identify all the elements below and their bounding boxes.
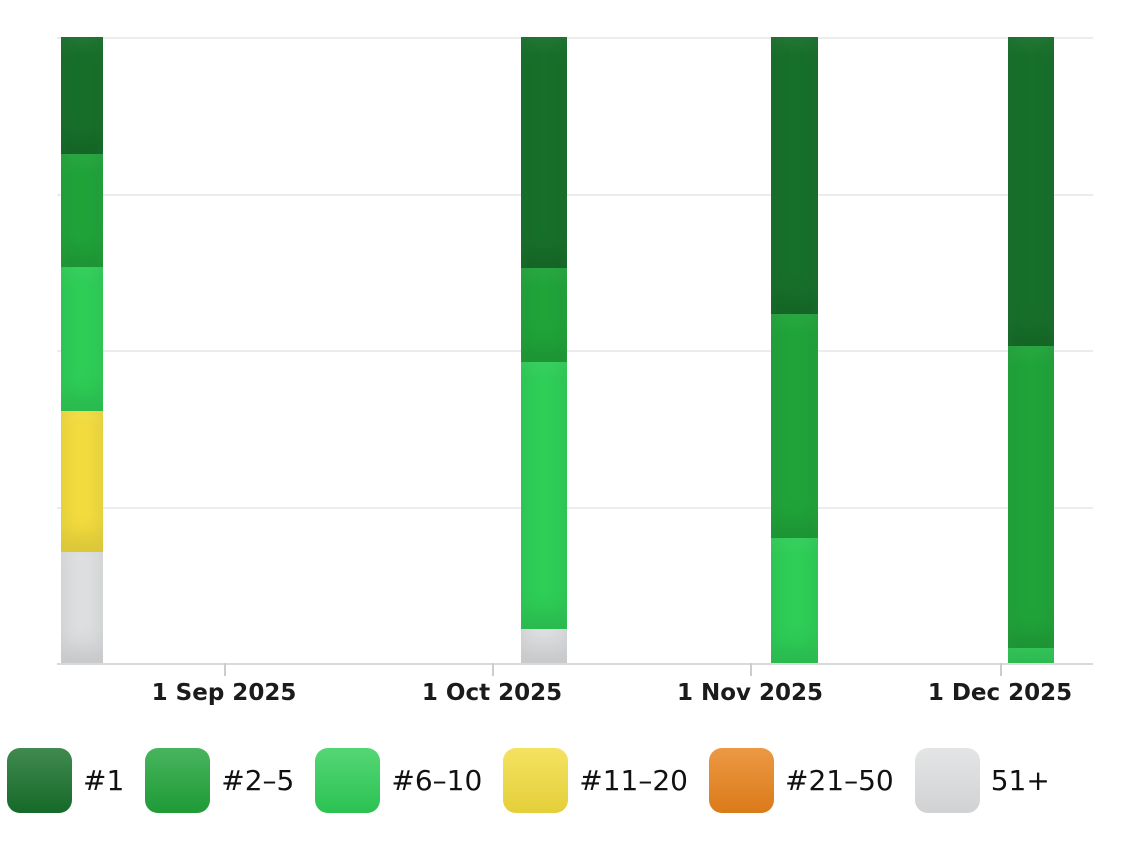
bar-segment-#1[interactable] <box>521 37 567 268</box>
bar-segment-51+[interactable] <box>521 629 567 663</box>
stacked-bar[interactable] <box>1008 37 1054 663</box>
gridline-50pct <box>57 350 1093 352</box>
bar-segment-#6–10[interactable] <box>771 538 818 663</box>
gridline-75pct <box>57 506 1093 509</box>
legend-swatch-icon <box>709 748 774 813</box>
bar-segment-#6–10[interactable] <box>521 361 567 630</box>
bar-segment-#2–5[interactable] <box>61 154 103 267</box>
legend-label: #21–50 <box>785 763 894 797</box>
bar-segment-51+[interactable] <box>61 552 103 663</box>
bar-segment-#1[interactable] <box>61 37 103 155</box>
bar-segment-#11–20[interactable] <box>61 410 103 553</box>
x-axis-tick <box>1000 663 1002 676</box>
x-axis-label: 1 Sep 2025 <box>151 680 297 706</box>
legend-label: #1 <box>83 763 125 797</box>
legend-label: #11–20 <box>579 763 688 797</box>
legend-item-51+[interactable]: 51+ <box>914 748 1050 813</box>
plot-area <box>57 37 1093 665</box>
gridline-25pct <box>57 193 1093 196</box>
x-axis-tick <box>492 663 494 676</box>
legend-item-#1[interactable]: #1 <box>7 748 124 813</box>
legend-swatch-icon <box>7 748 72 813</box>
x-axis-tick <box>750 663 752 676</box>
x-axis-line <box>57 663 1093 665</box>
bar-segment-#6–10[interactable] <box>1008 647 1054 663</box>
legend-label: 51+ <box>990 763 1050 797</box>
legend-swatch-icon <box>503 748 569 813</box>
stacked-bar[interactable] <box>61 37 103 663</box>
legend-swatch-icon <box>914 748 980 813</box>
bar-segment-#2–5[interactable] <box>1008 345 1054 648</box>
bar-segment-#1[interactable] <box>1008 37 1054 346</box>
legend-swatch-icon <box>315 748 381 813</box>
x-axis-label: 1 Dec 2025 <box>927 680 1073 706</box>
legend-item-#2–5[interactable]: #2–5 <box>145 748 294 813</box>
x-axis-label: 1 Oct 2025 <box>421 680 563 706</box>
legend-label: #6–10 <box>391 763 483 797</box>
gridline-0pct <box>57 37 1093 39</box>
stacked-bar[interactable] <box>771 37 818 663</box>
bar-segment-#2–5[interactable] <box>771 313 818 539</box>
legend-item-#6–10[interactable]: #6–10 <box>315 748 482 813</box>
bar-segment-#6–10[interactable] <box>61 266 103 411</box>
legend-item-#11–20[interactable]: #11–20 <box>503 748 688 813</box>
bar-segment-#1[interactable] <box>771 37 818 314</box>
legend-swatch-icon <box>145 748 211 813</box>
x-axis-tick <box>224 663 226 676</box>
legend-label: #2–5 <box>221 763 295 797</box>
legend: #1 #2–5 #6–10 #11–20 #21–50 51+ <box>7 748 1050 813</box>
stacked-bar[interactable] <box>521 37 567 663</box>
bar-segment-#2–5[interactable] <box>521 267 567 362</box>
x-axis-label: 1 Nov 2025 <box>676 680 824 706</box>
legend-item-#21–50[interactable]: #21–50 <box>709 748 894 813</box>
